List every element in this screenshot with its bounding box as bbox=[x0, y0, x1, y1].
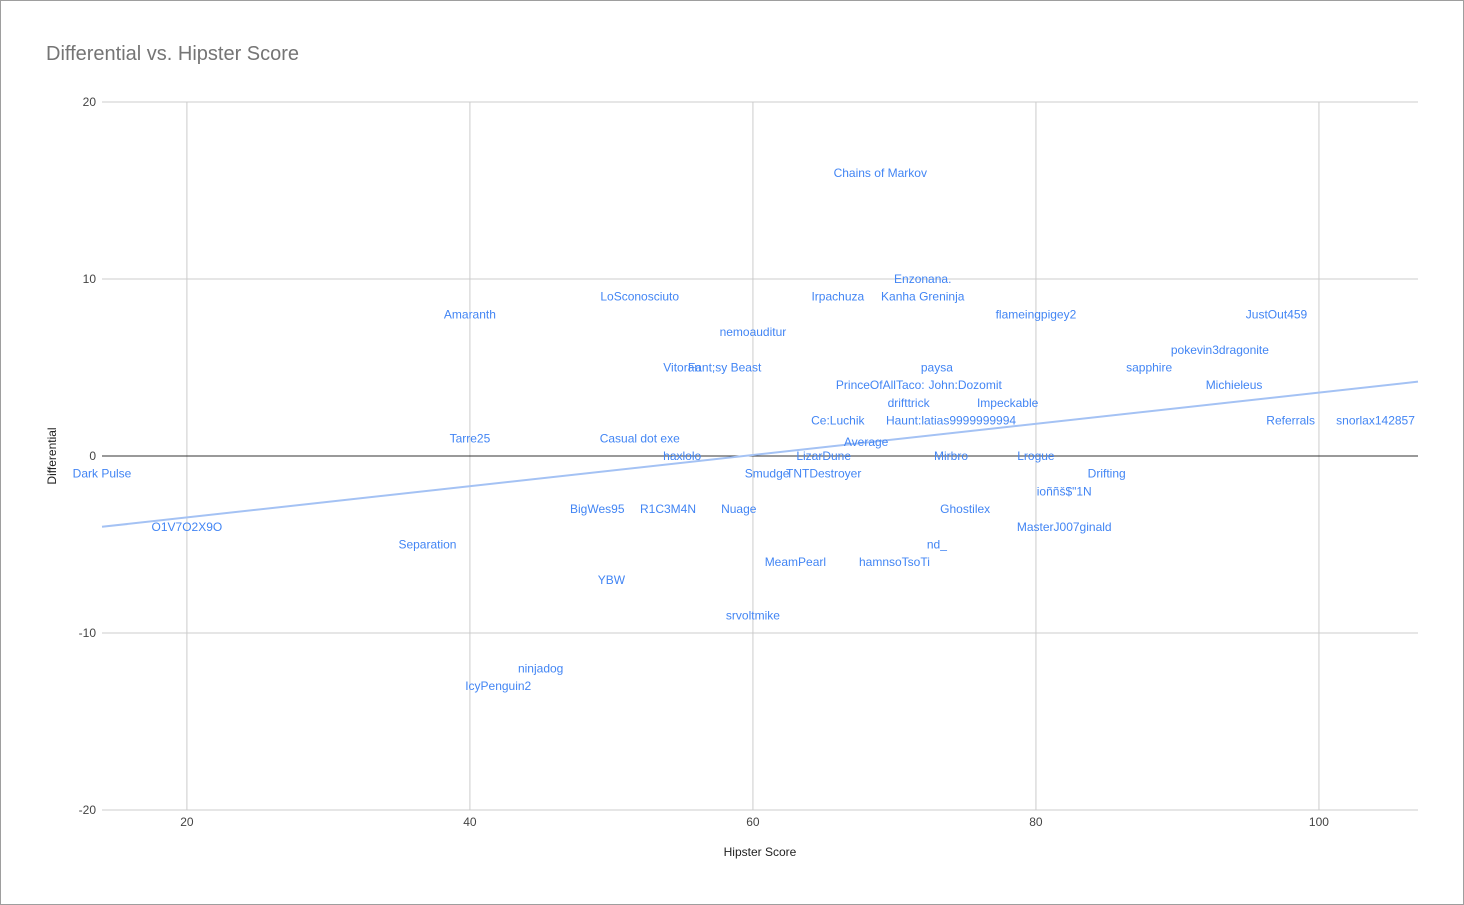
point-label: Dark Pulse bbox=[73, 467, 132, 481]
point-label: LizarDune bbox=[796, 449, 851, 463]
point-label: haxlolo bbox=[663, 449, 701, 463]
point-label: Smudge bbox=[745, 467, 790, 481]
point-label: hamnsoTsoTi bbox=[859, 555, 930, 569]
point-label: Nuage bbox=[721, 502, 757, 516]
y-tick-label: 0 bbox=[89, 449, 96, 463]
point-label: Fant;sy Beast bbox=[688, 361, 762, 375]
point-label: JustOut459 bbox=[1246, 307, 1308, 321]
point-label: flameingpigey2 bbox=[996, 307, 1077, 321]
y-axis-ticks: -20 -10 0 10 20 bbox=[79, 95, 97, 817]
point-label: Kanha Greninja bbox=[881, 290, 965, 304]
point-label: PrinceOfAllTaco: bbox=[836, 378, 925, 392]
point-label: TNTDestroyer bbox=[786, 467, 861, 481]
point-label: Michieleus bbox=[1206, 378, 1263, 392]
y-axis-label: Differential bbox=[45, 427, 59, 484]
point-label: LoSconosciuto bbox=[600, 290, 679, 304]
point-label: Drifting bbox=[1088, 467, 1126, 481]
x-tick-label: 100 bbox=[1309, 815, 1329, 829]
point-label: Separation bbox=[398, 538, 456, 552]
point-label: MasterJ007ginald bbox=[1017, 520, 1112, 534]
point-label: Ghostilex bbox=[940, 502, 990, 516]
point-label: nd_ bbox=[927, 538, 947, 552]
point-labels: Chains of Markov Enzonana. LoSconosciuto Ir… bbox=[73, 166, 1416, 693]
point-label: IcyPenguin2 bbox=[465, 679, 531, 693]
y-tick-label: -20 bbox=[79, 803, 97, 817]
point-label: Vitoran bbox=[663, 361, 701, 375]
point-label: John:Dozomit bbox=[928, 378, 1002, 392]
point-label: snorlax142857 bbox=[1336, 414, 1415, 428]
point-label: BigWes95 bbox=[570, 502, 625, 516]
x-tick-label: 20 bbox=[180, 815, 194, 829]
y-tick-label: -10 bbox=[79, 626, 97, 640]
point-label: Tarre25 bbox=[450, 431, 491, 445]
chart-title: Differential vs. Hipster Score bbox=[46, 43, 300, 65]
point-label: drifttrick bbox=[888, 396, 931, 410]
point-label: O1V7O2X9O bbox=[152, 520, 223, 534]
point-label: Lrogue bbox=[1017, 449, 1055, 463]
point-label: Referrals bbox=[1266, 414, 1315, 428]
point-label: sapphire bbox=[1126, 361, 1172, 375]
x-tick-label: 80 bbox=[1029, 815, 1043, 829]
point-label: ninjadog bbox=[518, 661, 563, 675]
point-label: R1C3M4N bbox=[640, 502, 696, 516]
y-tick-label: 10 bbox=[83, 272, 97, 286]
x-tick-label: 40 bbox=[463, 815, 477, 829]
point-label: srvoltmike bbox=[726, 608, 780, 622]
point-label: Chains of Markov bbox=[834, 166, 927, 180]
x-axis-ticks: 20 40 60 80 100 bbox=[180, 815, 1329, 829]
point-label: Mirbro bbox=[934, 449, 968, 463]
point-label: Irpachuza bbox=[811, 290, 864, 304]
point-label: nemoauditur bbox=[720, 325, 787, 339]
point-label: Amaranth bbox=[444, 307, 496, 321]
y-tick-label: 20 bbox=[83, 95, 97, 109]
point-label: Enzonana. bbox=[894, 272, 951, 286]
point-label: ioññš$"1N bbox=[1037, 484, 1092, 498]
point-label: paysa bbox=[921, 361, 953, 375]
x-tick-label: 60 bbox=[746, 815, 760, 829]
point-label: pokevin3dragonite bbox=[1171, 343, 1269, 357]
point-label: Impeckable bbox=[977, 396, 1039, 410]
point-label: Average bbox=[844, 435, 889, 449]
point-label: Haunt:latias9999999994 bbox=[886, 414, 1016, 428]
point-label: Ce:Luchik bbox=[811, 414, 865, 428]
point-label: Casual dot exe bbox=[600, 431, 680, 445]
trendline bbox=[101, 380, 1419, 528]
x-axis-label: Hipster Score bbox=[724, 845, 797, 859]
point-label: MeamPearl bbox=[765, 555, 826, 569]
point-label: YBW bbox=[598, 573, 626, 587]
